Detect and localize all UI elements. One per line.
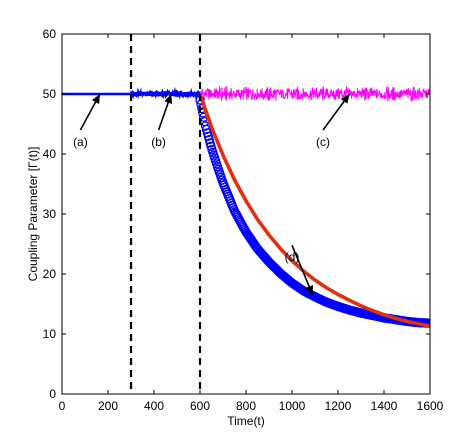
- annotation-label: (d): [285, 250, 300, 264]
- y-tick-label: 0: [49, 387, 56, 401]
- series-2: [199, 85, 430, 102]
- y-tick-label: 10: [43, 327, 57, 341]
- y-tick-label: 30: [43, 207, 57, 221]
- x-tick-label: 1000: [279, 399, 306, 413]
- y-tick-label: 60: [43, 27, 57, 41]
- x-axis-title: Time(t): [227, 414, 265, 428]
- data-point: [425, 318, 430, 328]
- y-tick-label: 50: [43, 87, 57, 101]
- annotation-a: (a): [73, 93, 101, 149]
- y-axis-title: Coupling Parameter [Γ(t)]: [26, 147, 40, 282]
- annotation-layer: (a) (b) (c) (d): [73, 93, 351, 296]
- x-tick-label: 1400: [371, 399, 398, 413]
- annotation-arrowhead: [305, 285, 313, 295]
- annotation-arrowhead: [340, 94, 350, 104]
- annotation-label: (c): [316, 135, 330, 149]
- series-1: [129, 86, 202, 100]
- x-tick-label: 200: [98, 399, 118, 413]
- series-line: [198, 93, 430, 328]
- y-tick-label: 40: [43, 147, 57, 161]
- series-line: [199, 85, 430, 102]
- annotation-label: (b): [151, 135, 166, 149]
- x-tick-label: 1200: [325, 399, 352, 413]
- x-tick-label: 0: [59, 399, 66, 413]
- axis-ticks: 0 200 400 600 800 1000 1200 1400 1600 0 10 20 30 40 50…: [43, 27, 444, 413]
- annotation-c: (c): [316, 93, 351, 149]
- y-tick-label: 20: [43, 267, 57, 281]
- annotation-label: (a): [73, 135, 88, 149]
- annotation-arrowhead: [164, 94, 173, 104]
- x-tick-label: 800: [236, 399, 256, 413]
- annotation-b: (b): [151, 93, 173, 149]
- phase-divider-lines: [129, 34, 202, 394]
- annotation-arrowhead: [92, 94, 100, 104]
- annotation-d: (d): [285, 244, 314, 296]
- x-tick-label: 400: [144, 399, 164, 413]
- series-4: [198, 93, 430, 328]
- x-tick-label: 1600: [417, 399, 444, 413]
- x-tick-label: 600: [190, 399, 210, 413]
